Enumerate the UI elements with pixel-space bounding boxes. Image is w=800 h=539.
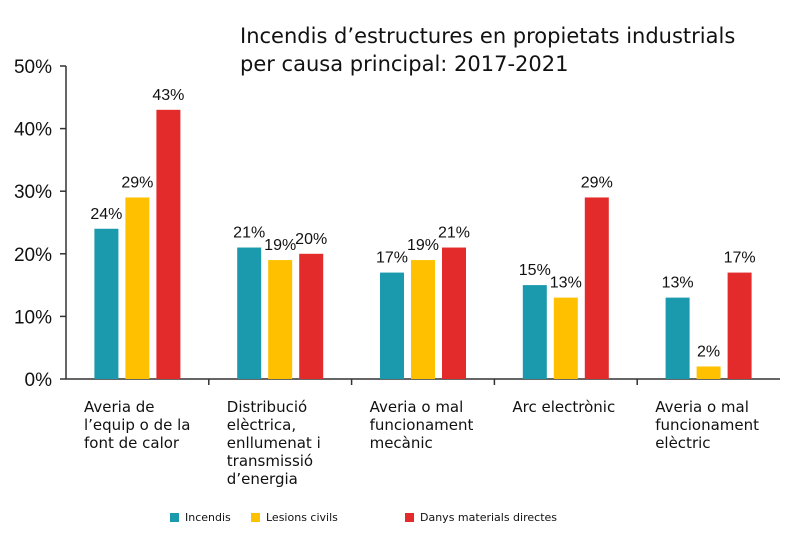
bar [696,366,721,379]
category-label-line: funcionament [655,416,760,434]
category-label: Arc electrònic [512,398,652,416]
data-label: 29% [581,174,613,191]
bar [380,272,404,379]
category-label: Averia o mal funcionament elèctric [655,398,795,452]
y-tick-label: 40% [14,120,52,141]
legend-swatch [170,513,179,522]
y-tick-label: 30% [14,182,52,203]
data-label: 15% [519,262,551,279]
category-label-line: Averia o mal [655,398,749,416]
category-label-line: Distribució [226,398,308,416]
bar [522,285,547,379]
legend-item: Lesions civils [251,511,338,524]
data-label: 20% [295,231,327,248]
category-label-line: l’equip o de la [84,416,191,434]
bar [553,297,578,379]
data-label: 13% [550,275,582,292]
category-label-line: Arc electrònic [512,398,616,416]
data-label: 21% [438,225,470,242]
data-label: 29% [121,174,153,191]
category-label-line: elèctric [655,434,711,452]
category-label-line: enllumenat i [226,434,321,452]
bar [125,197,150,379]
bar [94,228,119,379]
data-label: 2% [697,343,720,360]
legend-label: Danys materials directes [420,511,558,524]
legend-swatch [405,513,414,522]
legend-label: Incendis [185,511,231,524]
data-label: 17% [724,250,756,267]
data-label: 21% [233,225,265,242]
bar [156,109,181,379]
y-tick-label: 0% [25,370,53,391]
category-label-line: d’energia [226,470,298,488]
category-label-line: Averia o mal [369,398,464,416]
category-label: Averia o mal funcionament mecànic [370,398,510,452]
data-label: 17% [376,250,408,267]
chart-title-line-1: Incendis d’estructures en propietats ind… [240,24,736,48]
data-label: 43% [152,87,184,104]
bar [268,260,293,379]
category-label-line: mecànic [369,434,433,452]
category-label-line: elèctrica, [226,416,297,434]
bar [442,247,466,379]
legend-label: Lesions civils [266,511,338,524]
data-label: 19% [407,237,439,254]
category-label: Averia de l’equip o de la font de calor [84,398,224,452]
bar [665,297,690,379]
data-label: 24% [90,206,122,223]
category-label-line: font de calor [84,434,180,452]
bar [727,272,752,379]
bar [584,197,609,379]
bar [299,253,324,379]
y-tick-label: 10% [14,307,52,328]
legend-item: Danys materials directes [405,511,557,524]
bar [411,260,435,379]
chart-title-line-2: per causa principal: 2017-2021 [240,52,569,76]
category-label-line: transmissió [226,452,314,470]
legend-swatch [251,513,260,522]
data-label: 13% [662,275,694,292]
legend-item: Incendis [170,511,231,524]
chart-title: Incendis d’estructures en propietats ind… [240,22,735,78]
category-label-line: funcionament [369,416,474,434]
category-label: Distribució elèctrica, enllumenat i transmi… [227,398,367,488]
y-tick-label: 50% [14,57,52,78]
data-label: 19% [264,237,296,254]
y-tick-label: 20% [14,245,52,266]
bar [237,247,262,379]
category-label-line: Averia de [84,398,155,416]
